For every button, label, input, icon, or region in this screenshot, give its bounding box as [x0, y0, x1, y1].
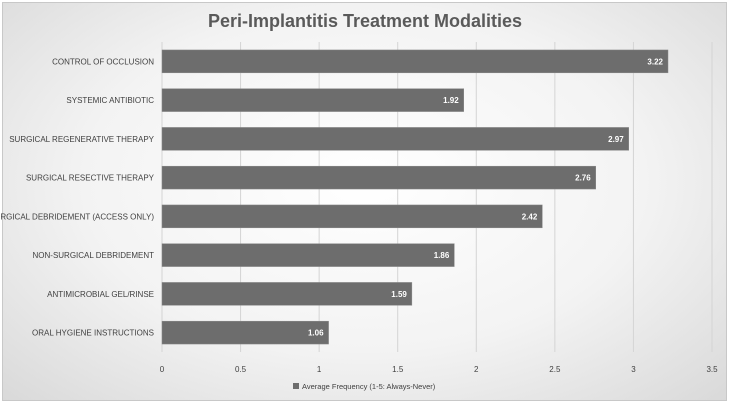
bar	[161, 204, 543, 229]
bar	[161, 88, 464, 112]
category-label: SURGICAL DEBRIDEMENT (ACCESS ONLY)	[0, 212, 154, 221]
x-tick-label: 2	[474, 365, 479, 374]
x-tick-label: 0.5	[235, 365, 247, 374]
x-tick-label: 1.5	[392, 365, 404, 374]
category-labels: CONTROL OF OCCLUSION SYSTEMIC ANTIBIOTIC S…	[0, 57, 155, 337]
x-tick-label: 2.5	[549, 365, 561, 374]
bar	[161, 127, 629, 151]
bar	[161, 282, 413, 306]
x-tick-label: 3.5	[706, 365, 718, 374]
category-label: ORAL HYGIENE INSTRUCTIONS	[32, 329, 154, 338]
data-label: 1.06	[308, 329, 324, 338]
bar	[161, 165, 596, 190]
legend-swatch	[293, 383, 299, 389]
category-label: CONTROL OF OCCLUSION	[52, 57, 154, 66]
data-label: 1.59	[391, 290, 407, 299]
x-tick-label: 0	[160, 365, 165, 374]
category-label: NON-SURGICAL DEBRIDEMENT	[33, 251, 155, 260]
category-label: SURGICAL REGENERATIVE THERAPY	[9, 135, 154, 144]
category-label: ANTIMICROBIAL GEL/RINSE	[47, 290, 154, 299]
legend-label: Average Frequency (1-5: Always-Never)	[302, 382, 436, 391]
bars: 3.22 1.92 2.97 2.76 2.42 1.86 1.59 1.06	[161, 49, 669, 345]
x-tick-label: 1	[317, 365, 322, 374]
data-label: 3.22	[647, 57, 663, 66]
bar	[161, 243, 455, 267]
data-label: 2.97	[608, 135, 624, 144]
legend: Average Frequency (1-5: Always-Never)	[293, 382, 436, 391]
bar	[161, 49, 669, 74]
category-label: SYSTEMIC ANTIBIOTIC	[66, 96, 154, 105]
x-axis-ticks: 0 0.5 1 1.5 2 2.5 3 3.5	[160, 365, 718, 374]
chart-title: Peri-Implantitis Treatment Modalities	[208, 11, 522, 31]
bar	[161, 320, 329, 345]
x-tick-label: 3	[631, 365, 636, 374]
data-label: 1.92	[443, 96, 459, 105]
data-label: 2.42	[522, 212, 538, 221]
data-label: 1.86	[434, 251, 450, 260]
data-label: 2.76	[575, 174, 591, 183]
category-label: SURGICAL RESECTIVE THERAPY	[26, 174, 155, 183]
